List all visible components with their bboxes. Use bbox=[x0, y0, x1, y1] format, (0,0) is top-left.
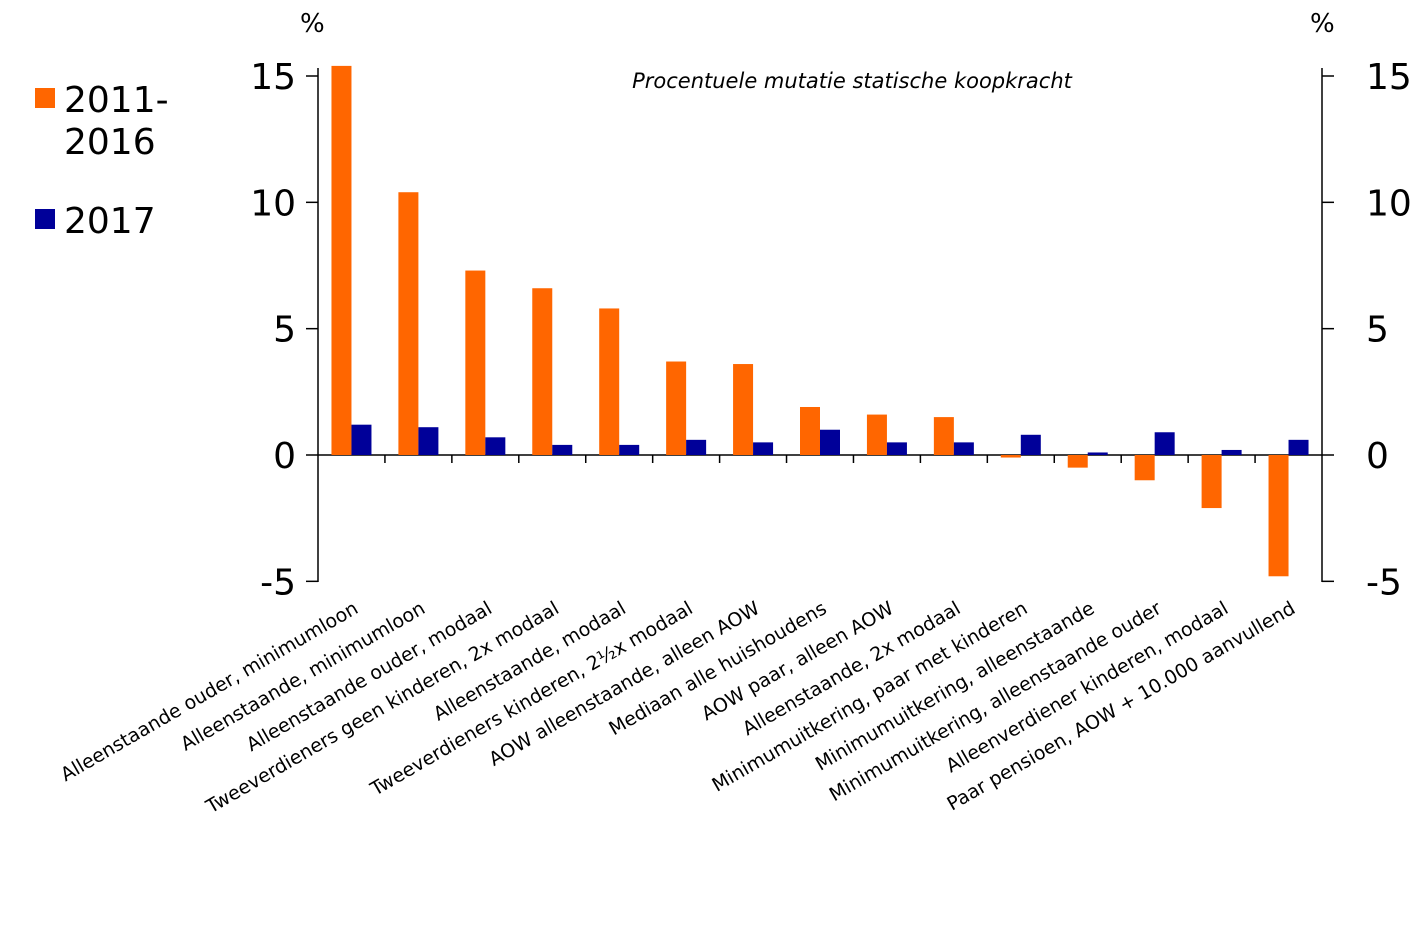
bar-2017-2 bbox=[485, 437, 506, 455]
category-labels: Alleenstaande ouder, minimumloonAlleenst… bbox=[57, 597, 1299, 818]
bar-2011-2016-8 bbox=[866, 414, 887, 455]
bar-2011-2016-9 bbox=[933, 417, 954, 455]
bar-2017-4 bbox=[619, 444, 640, 455]
y-tick-label-right: 15 bbox=[1366, 57, 1412, 98]
bars bbox=[331, 65, 1309, 577]
y-unit-left: % bbox=[300, 9, 325, 39]
y-tick-label-right: 5 bbox=[1366, 310, 1389, 351]
bar-2011-2016-3 bbox=[532, 288, 553, 455]
y-tick-label-left: 15 bbox=[250, 57, 296, 98]
bar-2011-2016-4 bbox=[599, 308, 620, 455]
bar-2017-7 bbox=[820, 429, 840, 455]
bar-2011-2016-7 bbox=[800, 406, 820, 455]
chart-subtitle: Procentuele mutatie statische koopkracht bbox=[632, 69, 1073, 93]
bar-2011-2016-5 bbox=[666, 361, 687, 455]
axes: -5 -5 0 0 5 5 10 10 15 15 bbox=[250, 57, 1412, 603]
bar-2017-5 bbox=[686, 439, 707, 455]
bar-2017-1 bbox=[418, 427, 439, 455]
bar-2017-11 bbox=[1087, 452, 1108, 455]
bar-2011-2016-6 bbox=[733, 364, 754, 455]
bar-2017-13 bbox=[1221, 449, 1242, 455]
y-unit-right: % bbox=[1310, 9, 1335, 39]
legend-label: 2016 bbox=[64, 122, 156, 163]
legend: 2011-2016 2017 bbox=[35, 80, 169, 242]
legend-label: 2011- bbox=[64, 80, 169, 121]
bar-2017-12 bbox=[1154, 432, 1175, 455]
bar-2011-2016-1 bbox=[398, 192, 419, 455]
bar-2011-2016-14 bbox=[1268, 455, 1289, 577]
bar-2011-2016-0 bbox=[331, 65, 352, 455]
bar-2017-3 bbox=[552, 444, 573, 455]
bar-2011-2016-11 bbox=[1067, 455, 1088, 468]
legend-swatch bbox=[35, 209, 55, 229]
y-tick-label-right: 0 bbox=[1366, 436, 1389, 477]
bar-2017-0 bbox=[351, 424, 372, 455]
bar-2017-9 bbox=[953, 442, 974, 455]
bar-2017-10 bbox=[1020, 434, 1041, 455]
legend-swatch bbox=[35, 88, 55, 108]
bar-2017-8 bbox=[886, 442, 907, 455]
y-tick-label-right: -5 bbox=[1366, 562, 1402, 603]
y-tick-label-right: 10 bbox=[1366, 183, 1412, 224]
bar-2011-2016-12 bbox=[1134, 455, 1155, 481]
bar-2017-6 bbox=[753, 442, 774, 455]
bar-2017-14 bbox=[1288, 439, 1309, 455]
bar-2011-2016-10 bbox=[1000, 455, 1021, 458]
bar-2011-2016-13 bbox=[1201, 455, 1222, 509]
y-tick-label-left: 10 bbox=[250, 183, 296, 224]
y-tick-label-left: -5 bbox=[260, 562, 296, 603]
y-tick-label-left: 0 bbox=[273, 436, 296, 477]
bar-2011-2016-2 bbox=[465, 270, 486, 455]
y-tick-label-left: 5 bbox=[273, 310, 296, 351]
legend-label: 2017 bbox=[64, 201, 156, 242]
